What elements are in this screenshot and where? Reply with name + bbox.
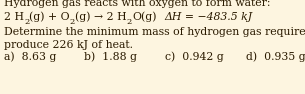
Text: produce 226 kJ of heat.: produce 226 kJ of heat.: [4, 40, 133, 50]
Text: a)  8.63 g: a) 8.63 g: [4, 51, 56, 62]
Text: b)  1.88 g: b) 1.88 g: [84, 51, 137, 62]
Text: ΔH = −483.5 kJ: ΔH = −483.5 kJ: [164, 12, 253, 22]
Text: d)  0.935 g: d) 0.935 g: [246, 51, 305, 62]
Text: 2: 2: [70, 17, 75, 25]
Text: 2: 2: [127, 17, 132, 25]
Text: (g) + O: (g) + O: [29, 11, 70, 22]
Text: 2: 2: [24, 17, 29, 25]
Text: c)  0.942 g: c) 0.942 g: [165, 51, 224, 62]
Text: Determine the minimum mass of hydrogen gas required to: Determine the minimum mass of hydrogen g…: [4, 27, 305, 37]
Text: O(g): O(g): [132, 11, 156, 22]
Text: 2 H: 2 H: [4, 12, 24, 22]
Text: Hydrogen gas reacts with oxygen to form water:: Hydrogen gas reacts with oxygen to form …: [4, 0, 271, 8]
Text: (g) → 2 H: (g) → 2 H: [75, 11, 127, 22]
